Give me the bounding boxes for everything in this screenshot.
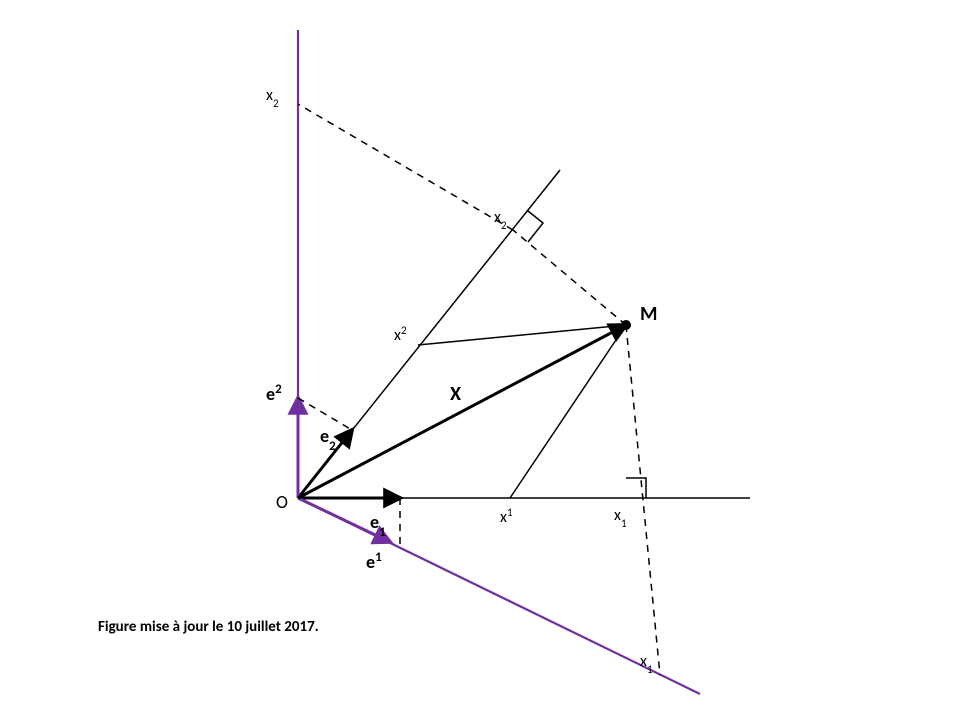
label-x_sup2: x2 — [394, 324, 407, 346]
label-x_sub1_low: x1 — [640, 652, 653, 676]
label-x_sup1: x1 — [500, 506, 513, 528]
proj-M-to-x1-low — [626, 325, 660, 675]
label-M: M — [640, 302, 657, 326]
label-x_sub1: x1 — [614, 506, 627, 530]
label-x_sub2_top: x2 — [266, 86, 279, 110]
label-e2: e2 — [320, 425, 336, 454]
label-e_sup2: e2 — [266, 382, 282, 406]
point-M — [621, 320, 631, 330]
para-x1-M — [510, 325, 626, 498]
vector-X — [298, 325, 626, 498]
proj-M-to-x2 — [513, 230, 626, 325]
label-x_sub2: x2 — [494, 208, 507, 232]
label-e_sup1: e1 — [366, 550, 382, 574]
proj-x2-to-vert — [298, 104, 513, 230]
figure-caption: Figure mise à jour le 10 juillet 2017. — [98, 618, 319, 636]
right-angle-x2 — [528, 211, 543, 242]
label-X: X — [450, 382, 461, 406]
label-O: O — [276, 491, 288, 513]
